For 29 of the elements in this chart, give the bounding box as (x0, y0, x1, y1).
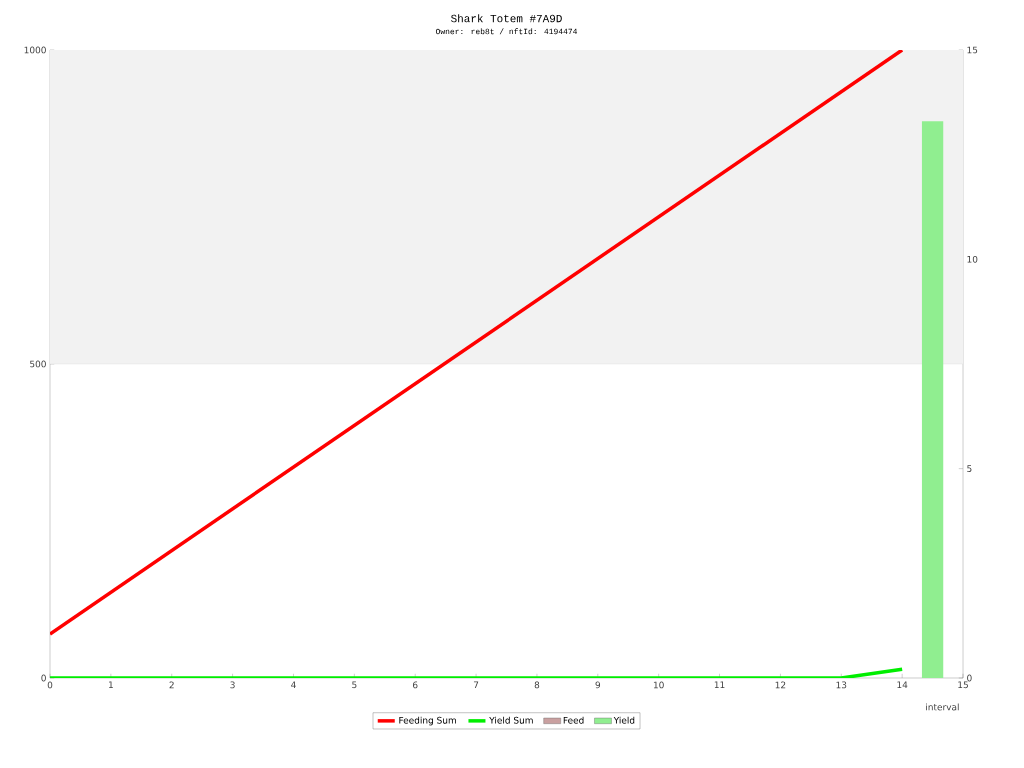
x-tick-label: 6 (412, 681, 418, 689)
x-tick-label: 9 (595, 681, 601, 689)
x-tick-label: 3 (230, 681, 235, 689)
legend-label: Feeding Sum (399, 716, 456, 726)
x-tick-label: 2 (169, 681, 174, 689)
x-tick-label: 15 (958, 681, 968, 689)
x-tick-label: 12 (775, 681, 786, 689)
x-tick-label: 13 (836, 681, 847, 689)
x-tick-label: 7 (473, 681, 479, 689)
legend-label: Yield Sum (489, 716, 533, 724)
x-tick-label: 11 (714, 681, 725, 689)
x-tick-label: 1 (109, 681, 113, 689)
y-tick-label: 500 (30, 360, 46, 368)
legend-label: Yield (613, 716, 635, 724)
y-tick-label: 1000 (24, 46, 46, 54)
chart-title: Shark Totem #7A9D (451, 14, 562, 23)
x-axis-title: interval (926, 703, 959, 711)
y2-tick-label: 0 (967, 674, 972, 682)
x-tick-label: 14 (897, 681, 908, 689)
x-tick-label: 4 (291, 681, 296, 689)
x-tick-label: 8 (534, 681, 540, 689)
y2-tick-label: 10 (967, 255, 978, 263)
y-tick-label: 0 (41, 674, 46, 682)
legend-label: Feed (563, 716, 584, 724)
y2-tick-label: 5 (967, 465, 972, 472)
y2-tick-label: 15 (967, 46, 978, 54)
x-tick-label: 5 (352, 681, 357, 689)
x-tick-label: 10 (653, 681, 664, 689)
x-tick-label: 0 (47, 681, 53, 689)
